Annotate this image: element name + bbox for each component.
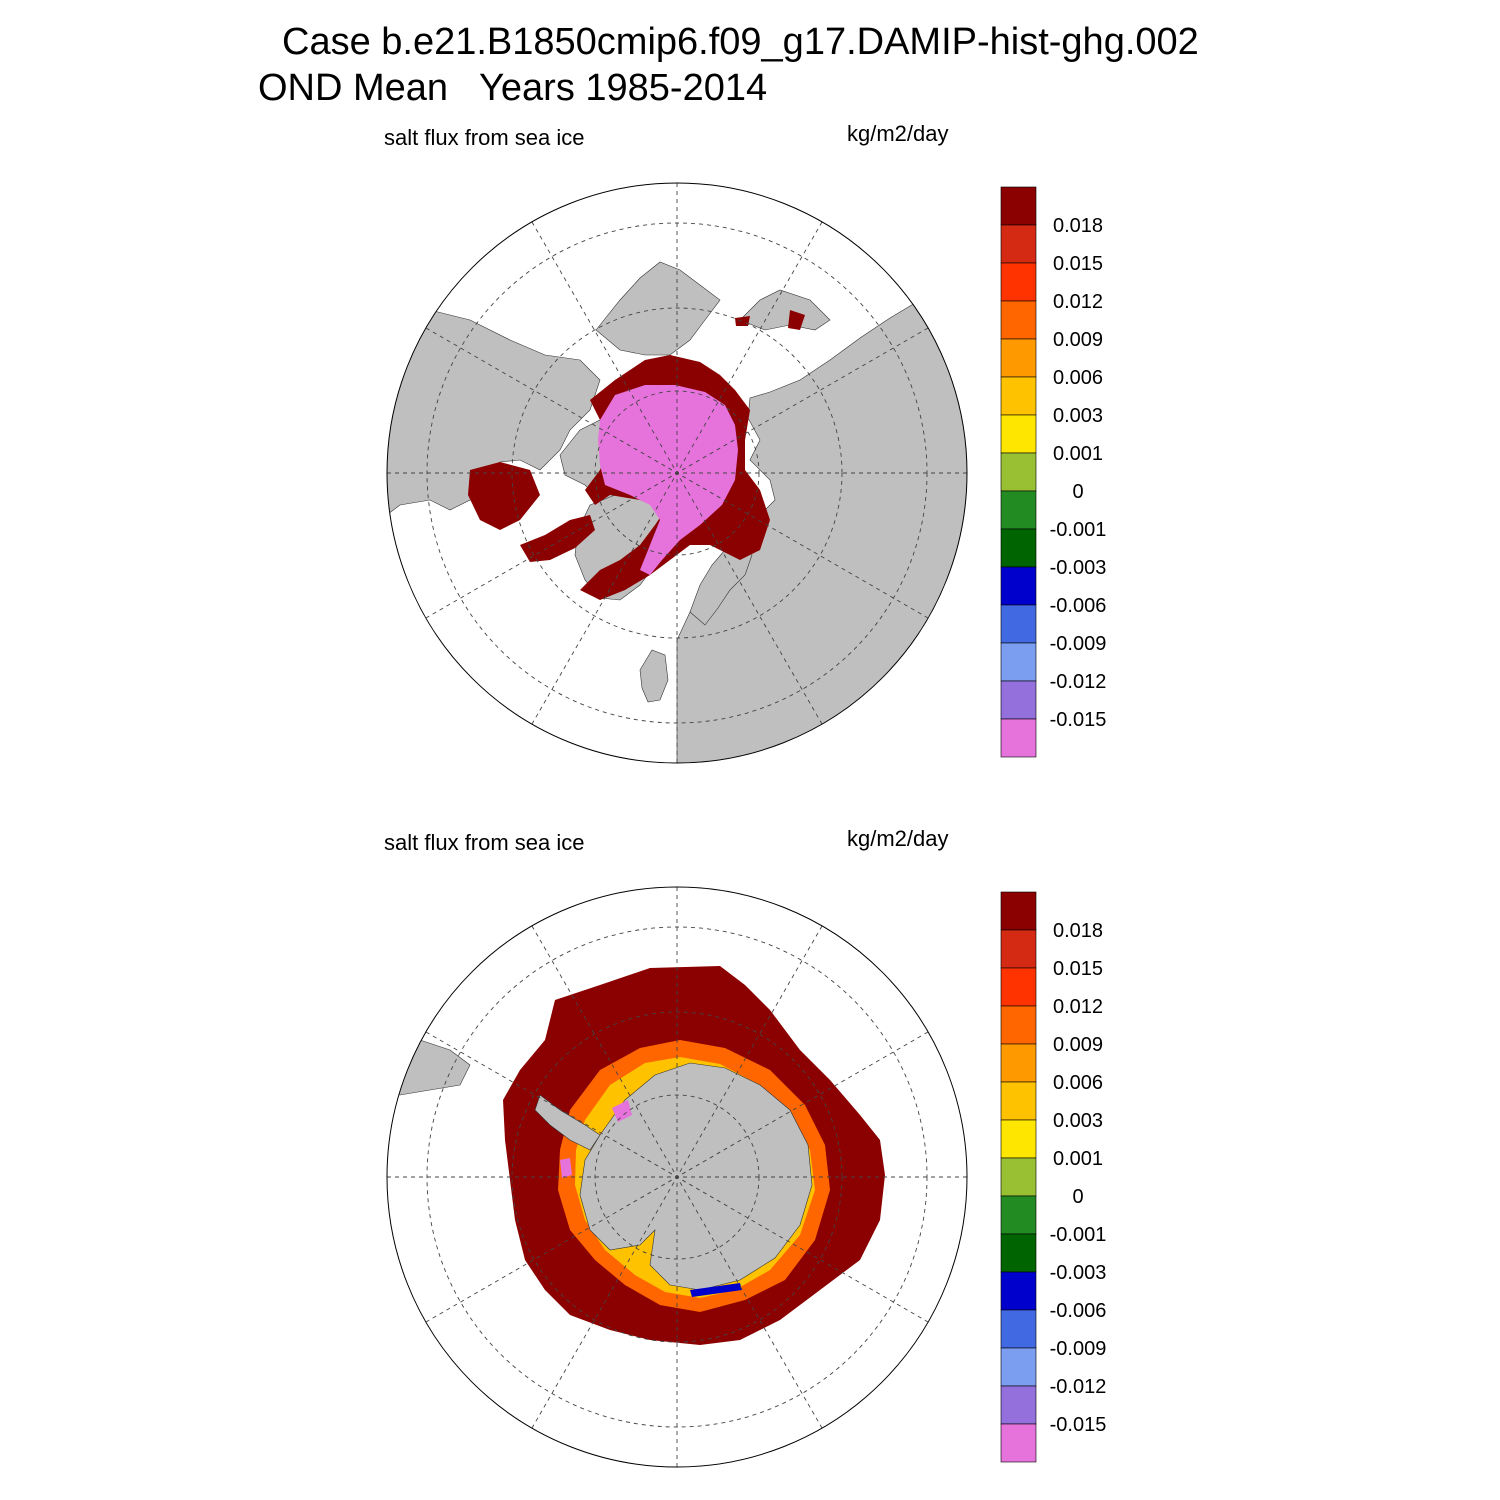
figure-title-line-1: Case b.e21.B1850cmip6.f09_g17.DAMIP-hist…: [282, 21, 1199, 63]
north-colorbar-swatch: [1000, 300, 1037, 340]
north-colorbar-tick-label: -0.012: [1050, 671, 1107, 693]
north-graticule: [387, 183, 967, 763]
north-colorbar-tick-label: -0.003: [1050, 557, 1107, 579]
south-colorbar-swatch: [1000, 1385, 1037, 1425]
south-colorbar-tick-label: -0.001: [1050, 1224, 1107, 1246]
north-colorbar-swatch: [1000, 376, 1037, 416]
north-colorbar-tick-label: 0.018: [1053, 215, 1103, 237]
north-panel-variable-label: salt flux from sea ice: [384, 125, 585, 150]
south-colorbar-swatch: [1000, 1309, 1037, 1349]
south-colorbar-swatch: [1000, 1005, 1037, 1045]
north-colorbar-swatch: [1000, 566, 1037, 606]
south-colorbar-swatch: [1000, 967, 1037, 1007]
south-colorbar-tick-label: -0.012: [1050, 1376, 1107, 1398]
south-colorbar-tick-label: 0.001: [1053, 1148, 1103, 1170]
north-colorbar-swatch: [1000, 338, 1037, 378]
north-colorbar-swatch: [1000, 186, 1037, 226]
north-colorbar-tick-label: 0.015: [1053, 253, 1103, 275]
north-british-isles-land: [639, 649, 669, 703]
south-colorbar-tick-label: 0: [1072, 1186, 1083, 1208]
south-colorbar-tick-label: 0.003: [1053, 1110, 1103, 1132]
north-colorbar-tick-label: 0.009: [1053, 329, 1103, 351]
north-colorbar-swatch: [1000, 718, 1037, 758]
south-colorbar-tick-label: -0.006: [1050, 1300, 1107, 1322]
north-pacific-land: [739, 289, 831, 331]
south-colorbar-tick-label: -0.015: [1050, 1414, 1107, 1436]
south-antarctica-land: [579, 1062, 813, 1291]
south-colorbar-tick-label: 0.009: [1053, 1034, 1103, 1056]
south-panel-variable-label: salt flux from sea ice: [384, 830, 585, 855]
south-colorbar-swatch: [1000, 1119, 1037, 1159]
north-colorbar-swatch: [1000, 490, 1037, 530]
south-graticule: [387, 887, 967, 1467]
north-negative-flux-core: [598, 385, 738, 575]
north-colorbar-tick-label: 0.006: [1053, 367, 1103, 389]
figure-title-line-2: OND Mean Years 1985-2014: [258, 67, 768, 109]
south-negative-flux-patch-3: [560, 1158, 572, 1178]
south-colorbar-tick-label: 0.006: [1053, 1072, 1103, 1094]
north-colorbar-swatch: [1000, 680, 1037, 720]
north-colorbar-swatch: [1000, 414, 1037, 454]
south-colorbar-swatch: [1000, 1195, 1037, 1235]
south-colorbar-tick-label: -0.003: [1050, 1262, 1107, 1284]
north-colorbar-tick-label: 0: [1072, 481, 1083, 503]
north-colorbar-swatch: [1000, 224, 1037, 264]
north-hudson-bay-flux: [468, 462, 540, 530]
south-colorbar-swatch: [1000, 1271, 1037, 1311]
south-colorbar-swatch: [1000, 1423, 1037, 1463]
south-colorbar-swatch: [1000, 1157, 1037, 1197]
north-colorbar-swatch: [1000, 528, 1037, 568]
south-colorbar-swatch: [1000, 1233, 1037, 1273]
north-scandinavia-land: [689, 539, 753, 626]
south-colorbar-swatch: [1000, 1043, 1037, 1083]
south-colorbar-swatch: [1000, 891, 1037, 931]
north-colorbar-tick-label: 0.001: [1053, 443, 1103, 465]
north-colorbar-tick-label: 0.012: [1053, 291, 1103, 313]
south-colorbar-tick-label: 0.018: [1053, 920, 1103, 942]
north-colorbar-tick-label: -0.001: [1050, 519, 1107, 541]
north-colorbar-swatch: [1000, 262, 1037, 302]
north-map-border: [386, 182, 968, 764]
north-polar-map: [386, 182, 968, 764]
north-colorbar-swatch: [1000, 452, 1037, 492]
north-panel-units-label: kg/m2/day: [847, 121, 949, 146]
north-colorbar-tick-label: 0.003: [1053, 405, 1103, 427]
north-colorbar-tick-label: -0.006: [1050, 595, 1107, 617]
south-colorbar-swatch: [1000, 1347, 1037, 1387]
south-colorbar-swatch: [1000, 929, 1037, 969]
north-colorbar-swatch: [1000, 642, 1037, 682]
south-colorbar-tick-label: -0.009: [1050, 1338, 1107, 1360]
south-panel-units-label: kg/m2/day: [847, 826, 949, 851]
north-north-america-land: [387, 309, 601, 521]
south-colorbar-tick-label: 0.012: [1053, 996, 1103, 1018]
north-labrador-flux: [520, 515, 595, 562]
north-okhotsk-flux: [788, 310, 805, 330]
south-polar-map: [386, 886, 968, 1468]
south-antarctic-peninsula-land: [534, 1094, 601, 1151]
south-colorbar-swatch: [1000, 1081, 1037, 1121]
north-alaska-land: [595, 261, 721, 356]
south-negative-flux-patch-1: [612, 1100, 632, 1122]
north-colorbar-tick-label: -0.015: [1050, 709, 1107, 731]
north-colorbar-swatch: [1000, 604, 1037, 644]
south-map-border: [386, 886, 968, 1468]
south-negative-flux-patch-2: [690, 1283, 742, 1297]
north-colorbar-tick-label: -0.009: [1050, 633, 1107, 655]
south-colorbar-tick-label: 0.015: [1053, 958, 1103, 980]
south-colorbar: 0.018 0.015 0.012 0.009 0.006 0.003 0.001 0 -0.0…: [1000, 891, 1107, 1463]
north-colorbar: 0.018 0.015 0.012 0.009 0.006 0.003 0.001 0 -0.0…: [1000, 186, 1107, 758]
